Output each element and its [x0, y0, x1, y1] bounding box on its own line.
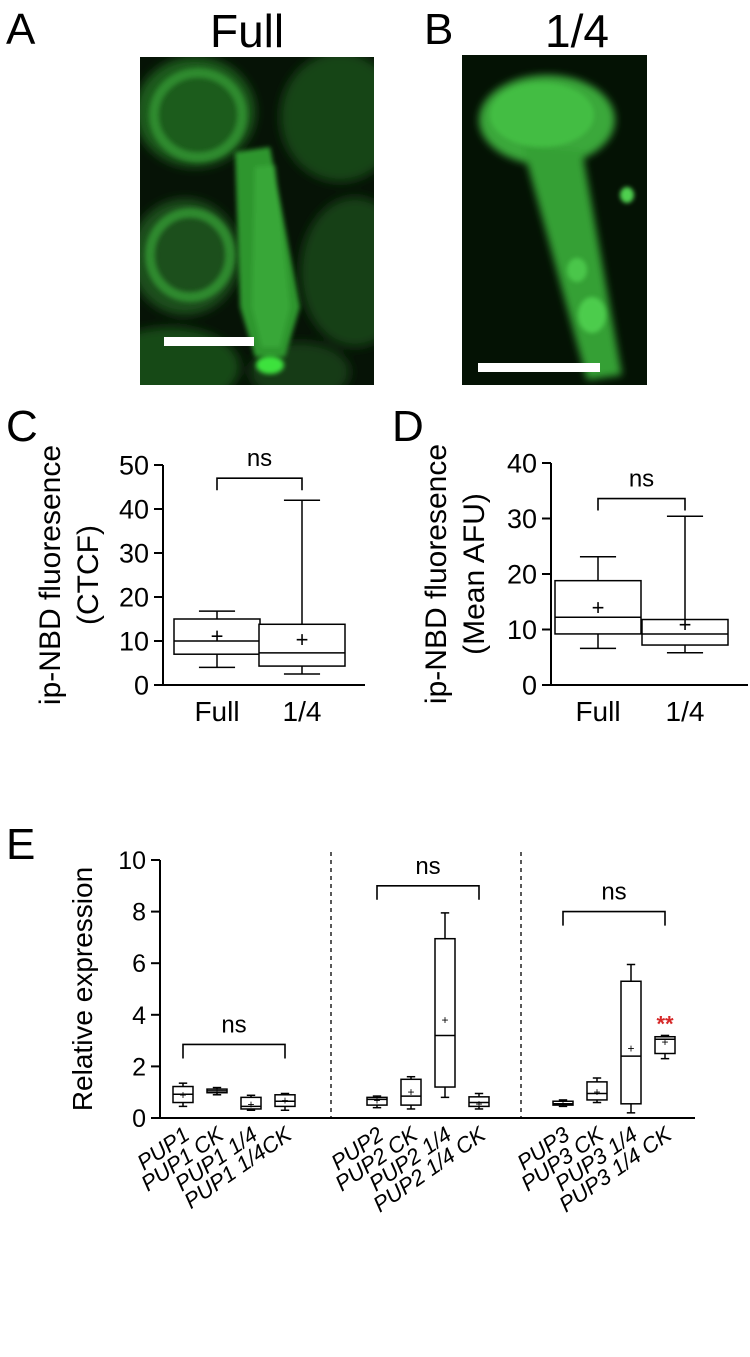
- box-4: +: [366, 1093, 388, 1109]
- iqr-box: [240, 1096, 262, 1110]
- micrograph-full: [140, 57, 374, 385]
- chart-c: 0 10 20 30 40 50 ip-NBD fluoresence (CTCF) + + Ful…: [34, 445, 365, 727]
- iqr-box: [654, 1035, 676, 1055]
- y-tick-label: 40: [507, 449, 537, 479]
- iqr-box: [620, 980, 642, 1105]
- significance-bracket: [216, 477, 303, 491]
- significance-bracket: [182, 1043, 286, 1059]
- mean-marker: +: [559, 1097, 566, 1111]
- x-tick-label: 1/4: [283, 696, 322, 727]
- y-axis-label: Relative expression: [67, 867, 98, 1111]
- mean-marker: +: [627, 1041, 634, 1055]
- significance-label: ns: [247, 445, 272, 472]
- panel-b-title: 1/4: [545, 5, 609, 57]
- box-10: +: [620, 963, 642, 1114]
- x-tick-label: Full: [575, 696, 620, 727]
- box-1: +: [641, 515, 729, 654]
- y-tick-label: 30: [507, 504, 537, 534]
- iqr-box: [641, 618, 729, 646]
- micrograph-quarter: [462, 55, 647, 385]
- box-8: +: [552, 1097, 574, 1111]
- box-5: +: [400, 1075, 422, 1110]
- box-7: +: [468, 1092, 490, 1111]
- y-tick-label: 20: [507, 560, 537, 590]
- mean-marker: +: [592, 595, 605, 620]
- y-tick-label: 10: [507, 615, 537, 645]
- iqr-box: [586, 1081, 608, 1101]
- panel-letter-e: E: [6, 820, 36, 869]
- significance-bracket: [597, 497, 686, 511]
- significance-label: ns: [629, 466, 654, 493]
- significance-bracket: [376, 885, 480, 900]
- y-tick-label: 6: [132, 950, 146, 978]
- y-tick-label: 20: [119, 583, 149, 613]
- box-0: +: [554, 556, 642, 650]
- box-11: +: [654, 1034, 676, 1060]
- bright-spot: [256, 356, 284, 374]
- panel-letter-d: D: [392, 402, 424, 451]
- y-tick-label: 0: [522, 671, 537, 701]
- iqr-box: [434, 937, 456, 1088]
- iqr-box: [554, 579, 642, 635]
- mean-marker: +: [407, 1085, 414, 1099]
- box-0: +: [172, 1082, 194, 1108]
- box-1: +: [258, 499, 346, 675]
- box-6: +: [434, 912, 456, 1099]
- box-9: +: [586, 1077, 608, 1104]
- mean-marker: +: [296, 627, 309, 652]
- box-1: +: [206, 1084, 228, 1098]
- significance-label: ns: [415, 853, 440, 880]
- iqr-box: [258, 623, 346, 667]
- y-tick-label: 0: [132, 1105, 146, 1133]
- y-tick-label: 50: [119, 451, 149, 481]
- x-tick-label: 1/4: [666, 696, 705, 727]
- y-tick-label: 8: [132, 899, 146, 927]
- mean-marker: +: [373, 1093, 380, 1107]
- chart-d: 0 10 20 30 40 ip-NBD fluoresence (Mean AFU) + + F…: [420, 444, 748, 727]
- scale-bar: [164, 337, 254, 346]
- significance-label: ns: [221, 1011, 246, 1038]
- panel-letter-a: A: [6, 5, 36, 54]
- box-0: +: [173, 610, 261, 669]
- mean-marker: +: [661, 1035, 668, 1049]
- significance-stars: **: [656, 1012, 674, 1037]
- iqr-box: [400, 1078, 422, 1106]
- y-axis-label: ip-NBD fluoresence (Mean AFU): [420, 444, 491, 704]
- significance-bracket: [562, 910, 666, 926]
- iqr-box: [173, 618, 261, 655]
- box-3: +: [274, 1092, 296, 1112]
- y-tick-label: 2: [132, 1053, 146, 1081]
- y-tick-label: 4: [132, 1002, 146, 1030]
- scale-bar: [478, 363, 600, 372]
- y-tick-label: 10: [119, 627, 149, 657]
- mean-marker: +: [211, 624, 224, 649]
- mean-marker: +: [213, 1084, 220, 1098]
- y-tick-label: 10: [118, 847, 146, 875]
- y-tick-label: 30: [119, 539, 149, 569]
- mean-marker: +: [179, 1088, 186, 1102]
- y-axis-label: ip-NBD fluoresence (CTCF): [34, 445, 105, 705]
- mean-marker: +: [679, 612, 692, 637]
- panel-a-title: Full: [210, 5, 285, 57]
- mean-marker: +: [475, 1097, 482, 1111]
- box-2: +: [240, 1094, 262, 1112]
- significance-label: ns: [601, 879, 626, 906]
- mean-marker: +: [441, 1013, 448, 1027]
- iqr-box: [366, 1096, 388, 1106]
- panel-letter-c: C: [6, 402, 38, 451]
- y-tick-label: 40: [119, 495, 149, 525]
- mean-marker: +: [281, 1093, 288, 1107]
- mean-marker: +: [247, 1098, 254, 1112]
- iqr-box: [468, 1096, 490, 1108]
- y-tick-label: 0: [134, 671, 149, 701]
- mean-marker: +: [593, 1085, 600, 1099]
- panel-letter-b: B: [424, 5, 454, 54]
- x-tick-label: Full: [194, 696, 239, 727]
